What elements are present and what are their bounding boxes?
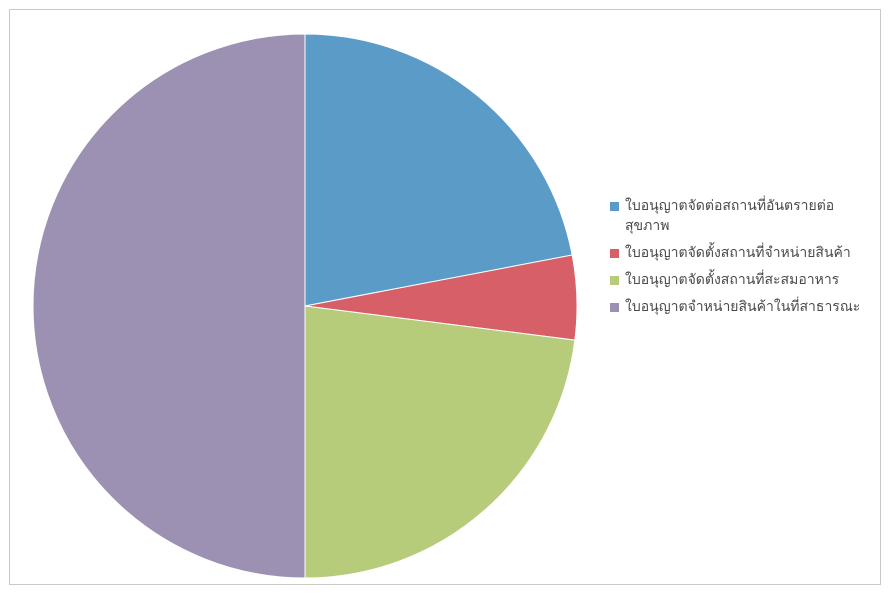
legend-item-retail-premises-license: ใบอนุญาตจัดตั้งสถานที่จำหน่ายสินค้า xyxy=(610,243,890,263)
legend-label: ใบอนุญาตจัดต่อสถานที่อันตรายต่อสุขภาพ xyxy=(625,198,835,234)
pie-slice-1 xyxy=(304,33,573,307)
legend-swatch xyxy=(610,249,619,258)
legend-swatch xyxy=(610,276,619,285)
legend-item-public-vending-license: ใบอนุญาตจำหน่ายสินค้าในที่สาธารณะ xyxy=(610,297,890,317)
legend-label: ใบอนุญาตจัดตั้งสถานที่สะสมอาหาร xyxy=(625,272,840,288)
pie-slice-3 xyxy=(304,305,576,579)
pie-slice-4 xyxy=(32,33,306,579)
chart-legend: ใบอนุญาตจัดต่อสถานที่อันตรายต่อสุขภาพ ใบ… xyxy=(610,196,890,324)
legend-label: ใบอนุญาตจัดตั้งสถานที่จำหน่ายสินค้า xyxy=(625,245,851,261)
legend-swatch xyxy=(610,202,619,211)
legend-item-food-storage-license: ใบอนุญาตจัดตั้งสถานที่สะสมอาหาร xyxy=(610,270,890,290)
legend-swatch xyxy=(610,303,619,312)
legend-item-hazardous-business-license: ใบอนุญาตจัดต่อสถานที่อันตรายต่อสุขภาพ xyxy=(610,196,890,236)
legend-label: ใบอนุญาตจำหน่ายสินค้าในที่สาธารณะ xyxy=(625,299,861,315)
